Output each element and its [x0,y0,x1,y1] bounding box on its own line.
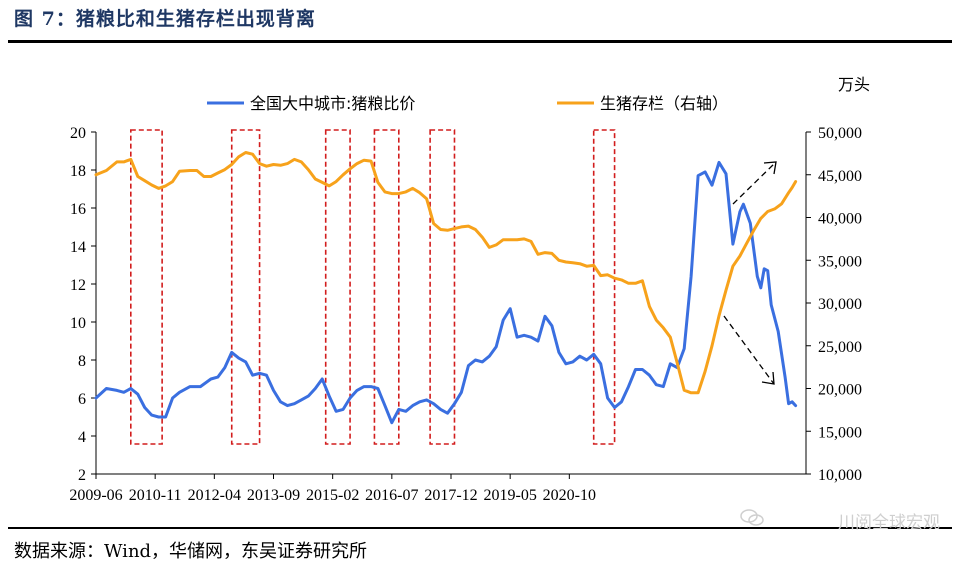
highlight-box [373,129,400,445]
right-tick-label: 15,000 [818,424,862,441]
left-tick-label: 14 [70,239,86,256]
right-tick-label: 25,000 [818,339,862,356]
legend-label-hog-stock: 生猪存栏（右轴） [600,94,728,113]
figure-title: 图 7：猪粮比和生猪存栏出现背离 [14,8,316,30]
left-tick-label: 6 [78,391,86,408]
x-tick-label: 2013-09 [247,487,300,504]
arrow-down-head [761,371,775,385]
x-tick-label: 2017-12 [424,487,477,504]
x-tick-label: 2010-11 [129,487,182,504]
right-tick-label: 30,000 [818,296,862,313]
highlight-box [324,129,351,445]
right-tick-label: 50,000 [818,125,862,142]
left-tick-label: 2 [78,467,86,484]
chat-bubble-icon [740,509,764,526]
right-tick-label: 40,000 [818,211,862,228]
x-tick-label: 2015-02 [306,487,359,504]
x-tick-label: 2020-10 [543,487,596,504]
left-tick-label: 12 [70,277,86,294]
left-tick-label: 18 [70,163,86,180]
chart: 2 4 6 8 10 12 14 16 18 20 10,000 15,000 20,000 25,00… [69,76,870,504]
x-tick-label: 2009-06 [69,487,122,504]
x-tick-label: 2012-04 [188,487,241,504]
right-tick-label: 35,000 [818,253,862,270]
watermark: 川阅全球宏观 [838,513,940,533]
bottom-rule [8,527,952,529]
right-axis-unit: 万头 [838,76,870,94]
arrow-down [723,315,775,385]
highlight-box [592,129,616,445]
x-axis: 2009-06 2010-11 2012-04 2013-09 2015-02 2016-… [69,474,596,504]
arrow-up-head [763,161,777,175]
x-tick-label: 2019-05 [484,487,537,504]
highlight-box [130,129,163,445]
left-tick-label: 20 [70,125,86,142]
arrow-up [732,161,777,205]
x-tick-label: 2016-07 [365,487,418,504]
right-tick-label: 45,000 [818,168,862,185]
left-tick-label: 4 [78,429,86,446]
highlight-regions [130,129,616,445]
right-tick-label: 20,000 [818,382,862,399]
left-tick-label: 16 [70,201,86,218]
series-layer [94,151,798,425]
left-axis: 2 4 6 8 10 12 14 16 18 20 [70,125,96,484]
source-note: 数据来源：Wind，华储网，东吴证券研究所 [14,541,368,562]
top-rule [8,40,952,43]
highlight-box [429,129,456,445]
series-line-hog-stock [94,151,798,395]
left-tick-label: 10 [70,315,86,332]
highlight-box [230,129,261,445]
right-tick-label: 10,000 [818,467,862,484]
plot-frame [95,132,807,475]
legend-label-price-ratio: 全国大中城市:猪粮比价 [250,94,415,113]
legend: 全国大中城市:猪粮比价 生猪存栏（右轴） [207,94,728,113]
left-tick-label: 8 [78,353,86,370]
annotation-arrows [723,161,777,385]
right-axis: 10,000 15,000 20,000 25,000 30,000 35,000 40,0… [806,125,862,484]
series-line-price-ratio [94,160,798,425]
